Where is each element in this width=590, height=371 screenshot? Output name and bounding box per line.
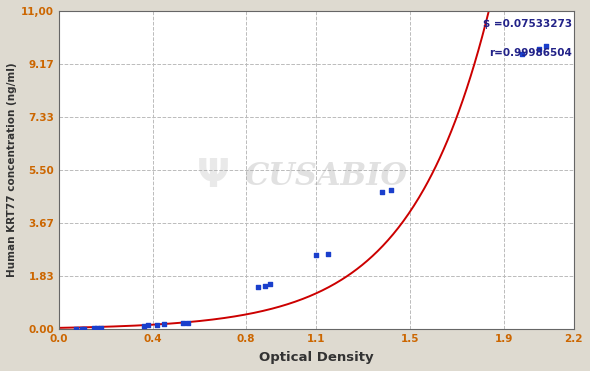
Point (265, 282, 274, 288)
Text: $ =0.07533273: $ =0.07533273 (483, 19, 572, 29)
Text: Ψ: Ψ (197, 157, 230, 196)
Point (253, 284, 263, 290)
Point (78, 326, 87, 332)
Point (93, 325, 102, 331)
Text: r=0.99986504: r=0.99986504 (490, 48, 572, 58)
Point (153, 322, 162, 328)
Point (312, 252, 321, 258)
Point (386, 187, 396, 193)
Point (377, 189, 386, 195)
Point (183, 320, 192, 326)
Point (178, 321, 188, 326)
Point (143, 322, 153, 328)
Point (96, 325, 106, 331)
Point (534, 46, 543, 52)
Point (89, 325, 99, 331)
Y-axis label: Human KRT77 concentration (ng/ml): Human KRT77 concentration (ng/ml) (7, 63, 17, 278)
Point (260, 283, 270, 289)
X-axis label: Optical Density: Optical Density (259, 351, 373, 364)
Point (159, 321, 169, 327)
Point (80, 326, 89, 332)
Point (71, 326, 81, 332)
Text: CUSABIO: CUSABIO (245, 161, 408, 192)
Point (139, 323, 149, 329)
Point (323, 251, 333, 257)
Point (541, 43, 550, 49)
Point (517, 51, 527, 57)
